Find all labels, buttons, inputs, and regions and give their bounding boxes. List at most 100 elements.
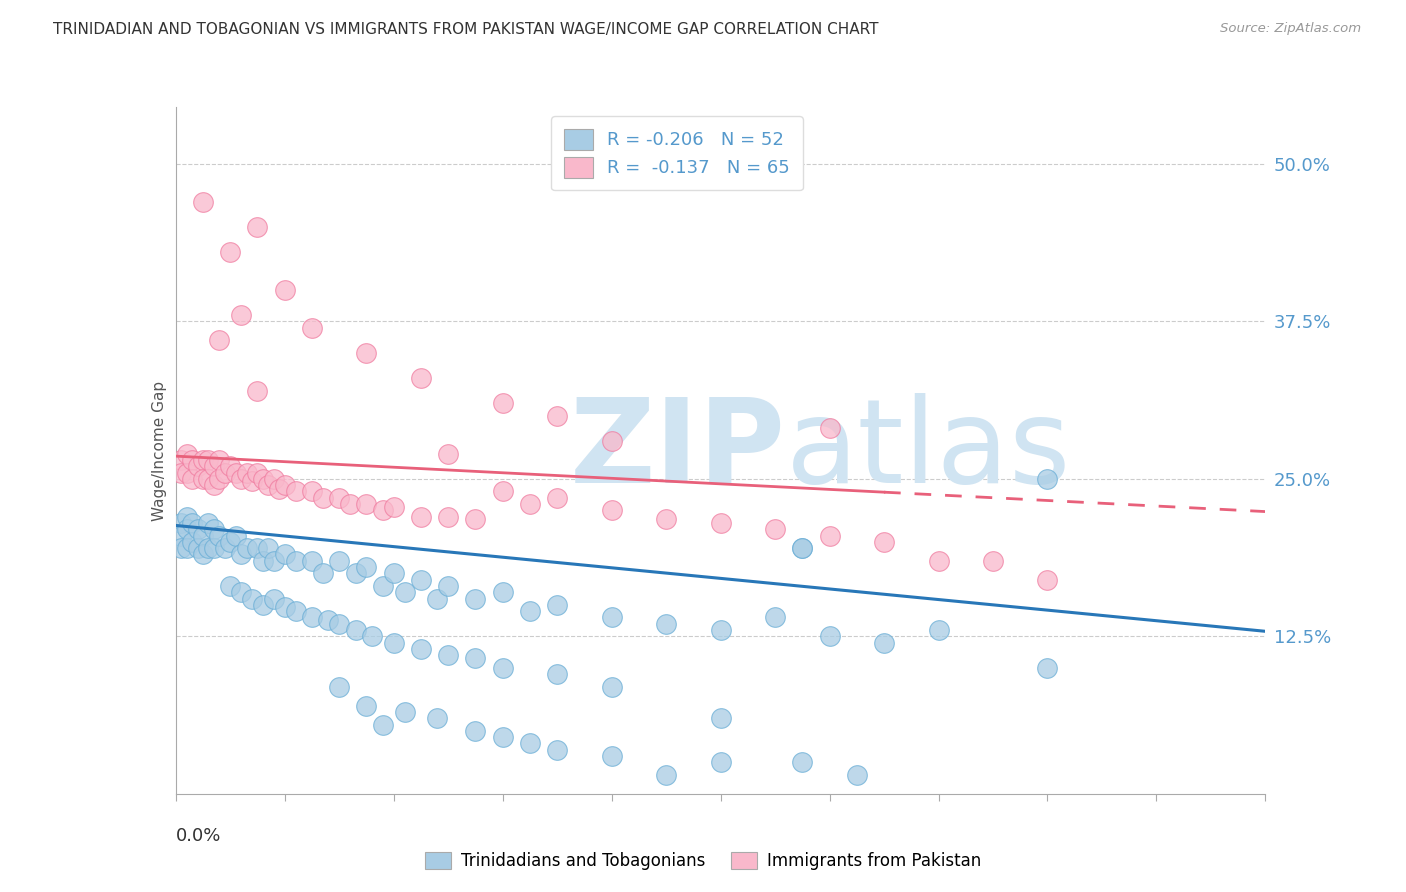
Point: [655, 512, 678, 526]
Point: [263, 591, 285, 606]
Point: [176, 541, 198, 555]
Point: [600, 434, 623, 448]
Point: [208, 333, 231, 347]
Point: [371, 717, 394, 731]
Point: [312, 566, 335, 581]
Point: [181, 516, 204, 530]
Point: [219, 459, 242, 474]
Point: [928, 554, 950, 568]
Point: [202, 522, 225, 536]
Y-axis label: Wage/Income Gap: Wage/Income Gap: [152, 380, 167, 521]
Point: [312, 491, 335, 505]
Point: [344, 566, 367, 581]
Point: [235, 466, 257, 480]
Point: [240, 475, 263, 489]
Point: [344, 623, 367, 637]
Point: [409, 573, 432, 587]
Point: [274, 478, 297, 492]
Point: [257, 478, 280, 492]
Point: [231, 548, 253, 562]
Point: [763, 610, 786, 624]
Point: [981, 554, 1004, 568]
Point: [1036, 573, 1059, 587]
Point: [409, 642, 432, 657]
Point: [246, 541, 269, 555]
Point: [284, 604, 307, 618]
Point: [246, 384, 269, 398]
Text: Source: ZipAtlas.com: Source: ZipAtlas.com: [1220, 22, 1361, 36]
Point: [328, 491, 350, 505]
Point: [356, 346, 378, 360]
Point: [225, 528, 247, 542]
Point: [409, 371, 432, 385]
Point: [371, 503, 394, 517]
Point: [437, 447, 460, 461]
Point: [170, 528, 193, 542]
Point: [437, 648, 460, 663]
Point: [191, 528, 214, 542]
Point: [263, 472, 285, 486]
Point: [301, 320, 323, 334]
Point: [546, 491, 568, 505]
Point: [600, 610, 623, 624]
Point: [519, 736, 541, 750]
Point: [1036, 661, 1059, 675]
Point: [208, 453, 231, 467]
Point: [710, 711, 733, 725]
Point: [382, 500, 405, 514]
Point: [928, 623, 950, 637]
Point: [873, 635, 896, 649]
Point: [845, 768, 868, 782]
Point: [710, 516, 733, 530]
Point: [176, 509, 198, 524]
Point: [394, 705, 416, 719]
Point: [710, 623, 733, 637]
Point: [792, 541, 814, 555]
Point: [328, 616, 350, 631]
Point: [492, 484, 515, 499]
Point: [301, 610, 323, 624]
Legend: Trinidadians and Tobagonians, Immigrants from Pakistan: Trinidadians and Tobagonians, Immigrants…: [418, 845, 988, 877]
Point: [240, 591, 263, 606]
Point: [214, 466, 236, 480]
Point: [519, 604, 541, 618]
Point: [214, 541, 236, 555]
Point: [191, 472, 214, 486]
Point: [356, 497, 378, 511]
Point: [263, 554, 285, 568]
Point: [546, 598, 568, 612]
Point: [356, 560, 378, 574]
Point: [176, 522, 198, 536]
Point: [197, 541, 219, 555]
Point: [219, 534, 242, 549]
Point: [186, 459, 209, 474]
Point: [464, 591, 486, 606]
Point: [208, 528, 231, 542]
Text: atlas: atlas: [786, 393, 1071, 508]
Point: [186, 522, 209, 536]
Point: [818, 528, 841, 542]
Point: [818, 421, 841, 435]
Point: [170, 516, 193, 530]
Point: [356, 698, 378, 713]
Point: [191, 548, 214, 562]
Point: [246, 466, 269, 480]
Point: [492, 585, 515, 599]
Point: [176, 466, 198, 480]
Point: [464, 723, 486, 738]
Point: [269, 482, 291, 496]
Point: [252, 472, 274, 486]
Point: [301, 484, 323, 499]
Point: [208, 472, 231, 486]
Point: [219, 244, 242, 259]
Point: [328, 554, 350, 568]
Point: [409, 509, 432, 524]
Point: [170, 466, 193, 480]
Point: [464, 650, 486, 665]
Point: [492, 661, 515, 675]
Point: [763, 522, 786, 536]
Point: [170, 541, 193, 555]
Text: ZIP: ZIP: [569, 393, 786, 508]
Point: [546, 667, 568, 681]
Point: [655, 768, 678, 782]
